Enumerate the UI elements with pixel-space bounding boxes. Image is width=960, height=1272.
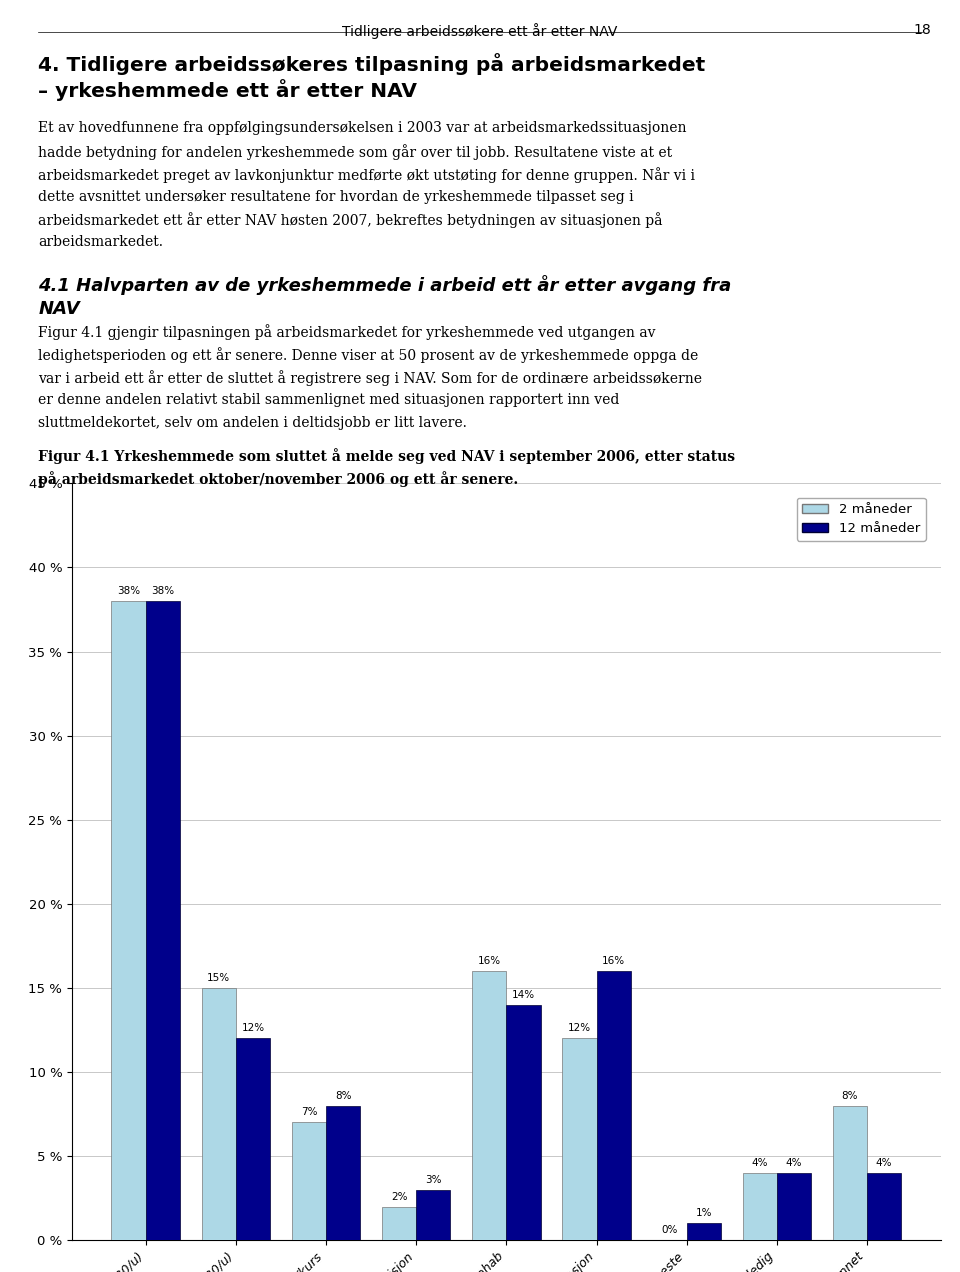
Text: ledighetsperioden og ett år senere. Denne viser at 50 prosent av de yrkeshemmede: ledighetsperioden og ett år senere. Denn… <box>38 347 699 363</box>
Text: hadde betydning for andelen yrkeshemmede som går over til jobb. Resultatene vist: hadde betydning for andelen yrkeshemmede… <box>38 144 673 159</box>
Text: sluttmeldekortet, selv om andelen i deltidsjobb er litt lavere.: sluttmeldekortet, selv om andelen i delt… <box>38 416 468 430</box>
Bar <box>743 1173 777 1240</box>
Text: 38%: 38% <box>152 586 175 597</box>
Text: 8%: 8% <box>842 1090 858 1100</box>
Text: 4. Tidligere arbeidssøkeres tilpasning på arbeidsmarkedet: 4. Tidligere arbeidssøkeres tilpasning p… <box>38 53 706 75</box>
Text: 7%: 7% <box>300 1108 317 1117</box>
Bar <box>507 1005 540 1240</box>
Text: 38%: 38% <box>117 586 140 597</box>
Text: 3%: 3% <box>425 1175 442 1184</box>
Text: 15%: 15% <box>207 973 230 983</box>
Text: Figur 4.1 Yrkeshemmede som sluttet å melde seg ved NAV i september 2006, etter s: Figur 4.1 Yrkeshemmede som sluttet å mel… <box>38 448 735 464</box>
Text: på arbeidsmarkedet oktober/november 2006 og ett år senere.: på arbeidsmarkedet oktober/november 2006… <box>38 471 518 487</box>
Bar <box>417 1189 450 1240</box>
Text: Figur 4.1 gjengir tilpasningen på arbeidsmarkedet for yrkeshemmede ved utgangen : Figur 4.1 gjengir tilpasningen på arbeid… <box>38 324 656 340</box>
Text: arbeidsmarkedet ett år etter NAV høsten 2007, bekreftes betydningen av situasjon: arbeidsmarkedet ett år etter NAV høsten … <box>38 212 663 228</box>
Bar <box>146 602 180 1240</box>
Text: 18: 18 <box>914 23 931 37</box>
Bar <box>686 1224 721 1240</box>
Text: 2%: 2% <box>391 1192 407 1202</box>
Text: 4.1 Halvparten av de yrkeshemmede i arbeid ett år etter avgang fra: 4.1 Halvparten av de yrkeshemmede i arbe… <box>38 275 732 295</box>
Bar <box>867 1173 901 1240</box>
Bar <box>236 1038 270 1240</box>
Bar <box>382 1207 417 1240</box>
Text: var i arbeid ett år etter de sluttet å registrere seg i NAV. Som for de ordinære: var i arbeid ett år etter de sluttet å r… <box>38 370 703 385</box>
Bar <box>326 1105 360 1240</box>
Text: Et av hovedfunnene fra oppfølgingsundersøkelsen i 2003 var at arbeidsmarkedssitu: Et av hovedfunnene fra oppfølgingsunders… <box>38 121 687 135</box>
Text: dette avsnittet undersøker resultatene for hvordan de yrkeshemmede tilpasset seg: dette avsnittet undersøker resultatene f… <box>38 190 634 204</box>
Text: – yrkeshemmede ett år etter NAV: – yrkeshemmede ett år etter NAV <box>38 79 418 100</box>
Text: 4%: 4% <box>876 1158 893 1168</box>
Bar <box>832 1105 867 1240</box>
Text: NAV: NAV <box>38 300 80 318</box>
Text: 8%: 8% <box>335 1090 351 1100</box>
Bar <box>777 1173 811 1240</box>
Legend: 2 måneder, 12 måneder: 2 måneder, 12 måneder <box>797 497 925 541</box>
Bar <box>563 1038 596 1240</box>
Text: 16%: 16% <box>602 957 625 965</box>
Text: 4%: 4% <box>752 1158 768 1168</box>
Text: 12%: 12% <box>568 1024 591 1033</box>
Bar <box>472 971 507 1240</box>
Text: Tidligere arbeidssøkere ett år etter NAV: Tidligere arbeidssøkere ett år etter NAV <box>343 23 617 39</box>
Text: 12%: 12% <box>242 1024 265 1033</box>
Text: 1%: 1% <box>696 1208 712 1219</box>
Text: 14%: 14% <box>512 990 535 1000</box>
Text: 4%: 4% <box>786 1158 803 1168</box>
Bar <box>596 971 631 1240</box>
Text: arbeidsmarkedet.: arbeidsmarkedet. <box>38 235 163 249</box>
Bar <box>202 988 236 1240</box>
Text: er denne andelen relativt stabil sammenlignet med situasjonen rapportert inn ved: er denne andelen relativt stabil sammenl… <box>38 393 620 407</box>
Text: 0%: 0% <box>661 1225 678 1235</box>
Text: arbeidsmarkedet preget av lavkonjunktur medførte økt utstøting for denne gruppen: arbeidsmarkedet preget av lavkonjunktur … <box>38 167 695 182</box>
Bar <box>111 602 146 1240</box>
Bar <box>292 1122 326 1240</box>
Text: 16%: 16% <box>478 957 501 965</box>
